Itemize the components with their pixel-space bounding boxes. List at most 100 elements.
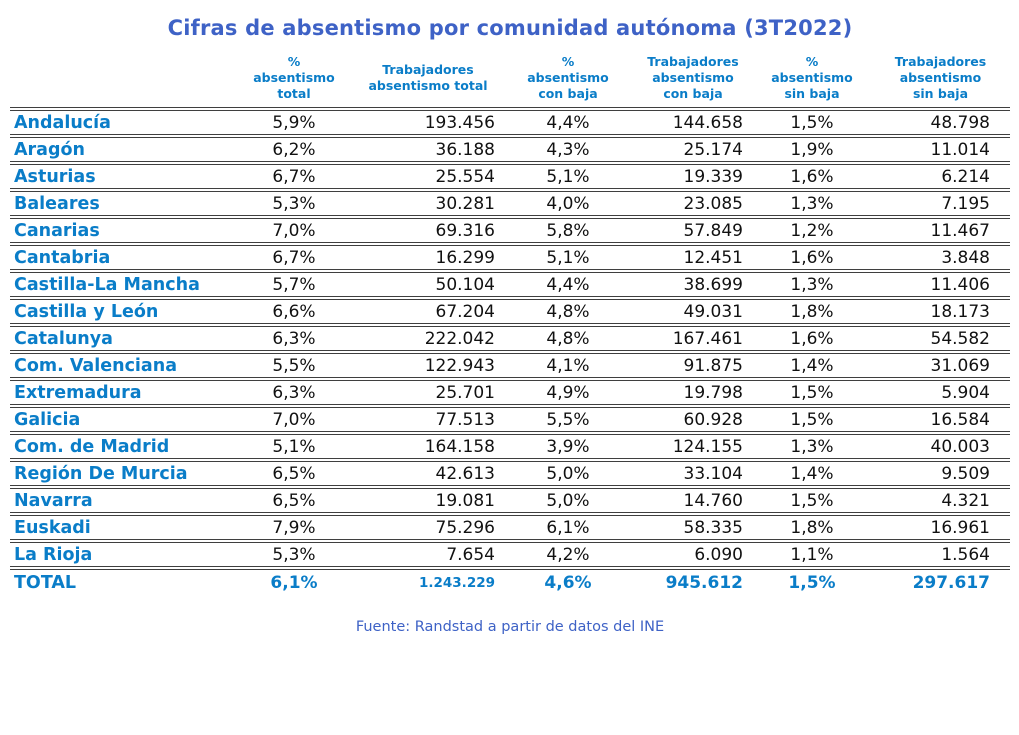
table-row: Castilla y León 6,6% 67.204 4,8% 49.031 1,8% 1… <box>10 298 1010 325</box>
trabajadores-absentismo-total-cell: 77.513 <box>435 409 495 430</box>
trabajadores-absentismo-sin-baja-cell: 11.406 <box>930 274 990 295</box>
pct-absentismo-sin-baja-cell: 1,4% <box>790 463 834 484</box>
trabajadores-absentismo-sin-baja-cell: 3.848 <box>941 247 990 268</box>
pct-absentismo-total-cell: 6,5% <box>272 463 316 484</box>
trabajadores-absentismo-con-baja-cell: 14.760 <box>683 490 743 511</box>
trabajadores-absentismo-sin-baja-cell: 54.582 <box>930 328 990 349</box>
pct-absentismo-con-baja-cell: 3,9% <box>546 436 590 457</box>
pct-absentismo-total-cell: 7,0% <box>272 409 316 430</box>
trabajadores-absentismo-con-baja-cell: 23.085 <box>683 193 743 214</box>
pct-absentismo-sin-baja-cell: 1,8% <box>790 301 834 322</box>
pct-absentismo-total-cell: 5,5% <box>272 355 316 376</box>
table-row: Catalunya 6,3% 222.042 4,8% 167.461 1,6% 54.58… <box>10 325 1010 352</box>
col-header-trabajadores-absentismo-sin-baja: Trabajadores absentismo sin baja <box>894 54 987 101</box>
pct-absentismo-total-cell: 5,9% <box>272 112 316 133</box>
table-row: Andalucía 5,9% 193.456 4,4% 144.658 1,5% 48.79… <box>10 109 1010 136</box>
source-caption: Fuente: Randstad a partir de datos del I… <box>355 619 665 635</box>
region-name-cell: La Rioja <box>14 544 93 565</box>
col-header-pct-absentismo-con-baja: % absentismo con baja <box>527 54 609 101</box>
pct-absentismo-sin-baja-cell: 1,5% <box>790 409 834 430</box>
pct-absentismo-total-cell: 5,3% <box>272 193 316 214</box>
trabajadores-absentismo-con-baja-cell: 58.335 <box>683 517 743 538</box>
pct-absentismo-con-baja-cell: 4,2% <box>546 544 590 565</box>
pct-absentismo-total-cell: 5,7% <box>272 274 316 295</box>
pct-absentismo-sin-baja-cell: 1,6% <box>790 166 834 187</box>
table-header-row: % absentismo total Trabajadores absentis… <box>10 52 1010 109</box>
trabajadores-absentismo-sin-baja-cell: 11.014 <box>930 139 990 160</box>
pct-absentismo-sin-baja-cell: 1,5% <box>790 490 834 511</box>
trabajadores-absentismo-con-baja-cell: 38.699 <box>683 274 743 295</box>
pct-absentismo-con-baja-cell: 5,0% <box>546 463 590 484</box>
region-name-cell: Com. de Madrid <box>14 436 170 457</box>
table-total-row: TOTAL 6,1% 1.243.229 4,6% 945.612 1,5% 297.617 <box>10 568 1010 595</box>
pct-absentismo-con-baja-cell: 4,9% <box>546 382 590 403</box>
trabajadores-absentismo-con-baja-cell: 19.798 <box>683 382 743 403</box>
pct-absentismo-total-cell: 6,7% <box>272 247 316 268</box>
region-name-cell: Canarias <box>14 220 100 241</box>
pct-absentismo-sin-baja-cell: 1,9% <box>790 139 834 160</box>
pct-absentismo-sin-baja-cell: 1,1% <box>790 544 834 565</box>
pct-absentismo-con-baja-cell: 4,8% <box>546 301 590 322</box>
trabajadores-absentismo-con-baja-cell: 19.339 <box>683 166 743 187</box>
pct-absentismo-total-cell: 5,3% <box>272 544 316 565</box>
pct-absentismo-total-cell: 7,0% <box>272 220 316 241</box>
table-row: Com. de Madrid 5,1% 164.158 3,9% 124.155 1,3%… <box>10 433 1010 460</box>
pct-absentismo-total-cell: 6,3% <box>272 328 316 349</box>
pct-absentismo-sin-baja-cell: 1,6% <box>790 328 834 349</box>
table-body: Andalucía 5,9% 193.456 4,4% 144.658 1,5% 48.79… <box>10 109 1010 595</box>
trabajadores-absentismo-sin-baja-cell: 18.173 <box>930 301 990 322</box>
col-header-pct-absentismo-total: % absentismo total <box>253 54 335 101</box>
pct-absentismo-total-cell: 6,5% <box>272 490 316 511</box>
region-name-cell: Galicia <box>14 409 81 430</box>
trabajadores-absentismo-total-cell: 69.316 <box>435 220 495 241</box>
trabajadores-absentismo-total-cell: 36.188 <box>435 139 495 160</box>
trabajadores-absentismo-total-cell: 75.296 <box>435 517 495 538</box>
pct-absentismo-sin-baja-cell: 1,6% <box>790 247 834 268</box>
pct-absentismo-total-cell: 6,3% <box>272 382 316 403</box>
trabajadores-absentismo-total-cell: 193.456 <box>424 112 495 133</box>
trabajadores-absentismo-con-baja-cell: 167.461 <box>672 328 743 349</box>
trabajadores-absentismo-con-baja-cell: 12.451 <box>683 247 743 268</box>
trabajadores-absentismo-total-cell: 50.104 <box>435 274 495 295</box>
pct-absentismo-total-cell: 7,9% <box>272 517 316 538</box>
trabajadores-absentismo-total-cell: 30.281 <box>435 193 495 214</box>
col-header-pct-absentismo-sin-baja: % absentismo sin baja <box>771 54 853 101</box>
table-row: Com. Valenciana 5,5% 122.943 4,1% 91.875 1,4%… <box>10 352 1010 379</box>
table-row: Región De Murcia 6,5% 42.613 5,0% 33.104 1,4%… <box>10 460 1010 487</box>
region-name-cell: Euskadi <box>14 517 91 538</box>
trabajadores-absentismo-sin-baja-cell: 9.509 <box>941 463 990 484</box>
trabajadores-absentismo-sin-baja-cell: 297.617 <box>912 572 990 593</box>
pct-absentismo-con-baja-cell: 4,4% <box>546 274 590 295</box>
trabajadores-absentismo-con-baja-cell: 6.090 <box>694 544 743 565</box>
pct-absentismo-total-cell: 6,1% <box>270 572 318 593</box>
trabajadores-absentismo-total-cell: 25.701 <box>435 382 495 403</box>
pct-absentismo-con-baja-cell: 5,1% <box>546 166 590 187</box>
pct-absentismo-total-cell: 5,1% <box>272 436 316 457</box>
trabajadores-absentismo-total-cell: 19.081 <box>435 490 495 511</box>
region-name-cell: Cantabria <box>14 247 111 268</box>
table-row: Galicia 7,0% 77.513 5,5% 60.928 1,5% 16.584 <box>10 406 1010 433</box>
table-row: Euskadi 7,9% 75.296 6,1% 58.335 1,8% 16.961 <box>10 514 1010 541</box>
trabajadores-absentismo-total-cell: 16.299 <box>435 247 495 268</box>
pct-absentismo-sin-baja-cell: 1,5% <box>790 112 834 133</box>
pct-absentismo-con-baja-cell: 5,1% <box>546 247 590 268</box>
trabajadores-absentismo-total-cell: 222.042 <box>424 328 495 349</box>
pct-absentismo-con-baja-cell: 4,3% <box>546 139 590 160</box>
pct-absentismo-sin-baja-cell: 1,5% <box>788 572 836 593</box>
pct-absentismo-con-baja-cell: 4,8% <box>546 328 590 349</box>
table-row: Asturias 6,7% 25.554 5,1% 19.339 1,6% 6.214 <box>10 163 1010 190</box>
trabajadores-absentismo-sin-baja-cell: 4.321 <box>941 490 990 511</box>
trabajadores-absentismo-sin-baja-cell: 16.584 <box>930 409 990 430</box>
pct-absentismo-total-cell: 6,6% <box>272 301 316 322</box>
pct-absentismo-sin-baja-cell: 1,3% <box>790 436 834 457</box>
trabajadores-absentismo-sin-baja-cell: 48.798 <box>930 112 990 133</box>
trabajadores-absentismo-con-baja-cell: 144.658 <box>672 112 743 133</box>
pct-absentismo-total-cell: 6,7% <box>272 166 316 187</box>
table-row: Cantabria 6,7% 16.299 5,1% 12.451 1,6% 3.848 <box>10 244 1010 271</box>
trabajadores-absentismo-total-cell: 42.613 <box>435 463 495 484</box>
pct-absentismo-total-cell: 6,2% <box>272 139 316 160</box>
region-name-cell: Catalunya <box>14 328 113 349</box>
trabajadores-absentismo-con-baja-cell: 49.031 <box>683 301 743 322</box>
pct-absentismo-sin-baja-cell: 1,3% <box>790 193 834 214</box>
absenteeism-table: % absentismo total Trabajadores absentis… <box>10 52 1010 595</box>
